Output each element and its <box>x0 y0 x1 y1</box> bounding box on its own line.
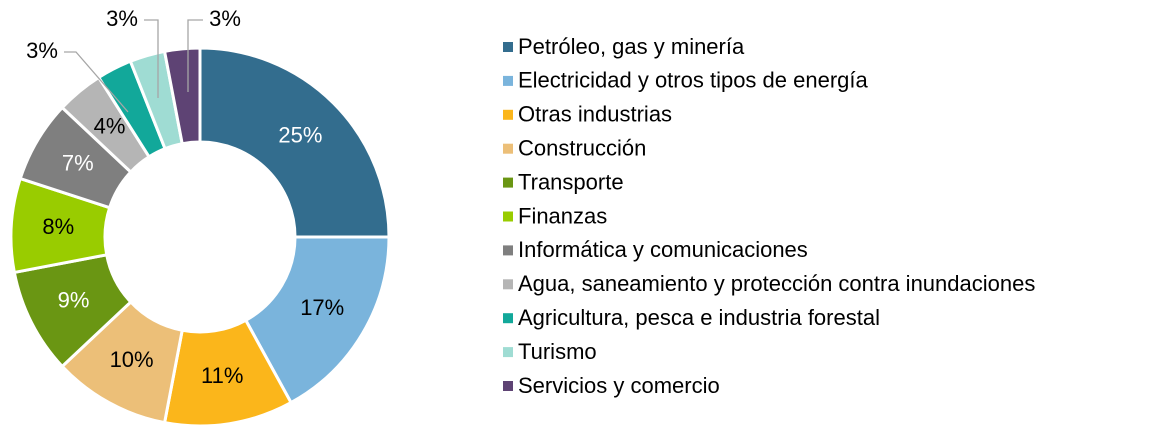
donut-slice <box>198 46 391 239</box>
legend-label: Turismo <box>518 339 597 364</box>
legend-swatch <box>503 381 513 391</box>
legend-swatch <box>503 109 513 120</box>
legend-swatch <box>503 177 513 188</box>
legend-swatch <box>503 75 513 86</box>
legend-label: Agricultura, pesca e industria forestal <box>518 305 880 330</box>
legend-label: Servicios y comercio <box>518 373 720 398</box>
legend-label: Petróleo, gas y minería <box>518 34 745 59</box>
data-label: 17% <box>300 295 344 320</box>
data-label: 10% <box>110 347 154 372</box>
data-label: 7% <box>62 151 94 176</box>
legend-label: Otras industrias <box>518 102 672 127</box>
data-label: 3% <box>209 6 241 31</box>
data-label: 25% <box>278 122 322 147</box>
leader-line <box>144 19 159 98</box>
legend-label: Construcción <box>518 136 646 161</box>
legend-swatch <box>503 347 513 358</box>
legend-swatch <box>503 42 513 52</box>
legend-swatch <box>503 245 513 256</box>
data-label: 8% <box>42 214 74 239</box>
legend-label: Finanzas <box>518 203 607 228</box>
legend-label: Informática y comunicaciones <box>518 237 808 262</box>
legend-swatch <box>503 313 513 324</box>
legend-swatch <box>503 143 513 154</box>
donut-slice <box>243 235 391 405</box>
leader-line <box>64 51 129 113</box>
data-label: 11% <box>201 363 243 388</box>
data-label: 9% <box>58 287 90 312</box>
leader-line <box>187 19 203 92</box>
legend-label: Electricidad y otros tipos de energía <box>518 68 869 93</box>
legend-swatch <box>503 211 513 222</box>
data-label: 3% <box>106 6 138 31</box>
legend-swatch <box>503 279 513 290</box>
legend-label: Transporte <box>518 169 624 194</box>
data-label: 4% <box>94 113 126 138</box>
legend-label: Agua, saneamiento y protección contra in… <box>518 271 1035 296</box>
data-label: 3% <box>26 38 58 63</box>
donut-slice <box>162 46 202 146</box>
